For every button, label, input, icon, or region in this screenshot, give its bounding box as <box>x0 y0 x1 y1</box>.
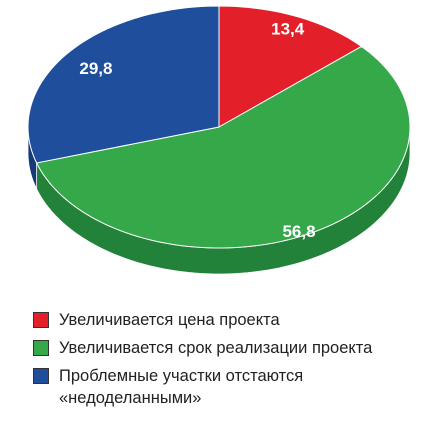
legend-item: Увеличивается срок реализации проекта <box>33 337 423 359</box>
data-label: 29,8 <box>79 59 112 78</box>
data-label: 13,4 <box>271 19 305 38</box>
slice <box>218 5 363 128</box>
legend-label: Увеличивается цена проекта <box>59 311 280 329</box>
legend-label: Проблемные участки отстаются «недоделанн… <box>59 367 304 407</box>
legend: Увеличивается цена проекта Увеличивается … <box>33 309 423 415</box>
slice <box>27 5 220 164</box>
data-label: 56,8 <box>282 222 315 241</box>
legend-swatch <box>33 368 49 384</box>
chart: 13,4 56,8 29,8 <box>27 5 411 275</box>
legend-swatch <box>33 340 49 356</box>
legend-item: Проблемные участки отстаются «недоделанн… <box>33 365 423 409</box>
legend-swatch <box>33 312 49 328</box>
slice <box>35 45 411 249</box>
legend-item: Увеличивается цена проекта <box>33 309 423 331</box>
legend-label: Увеличивается срок реализации проекта <box>59 339 373 357</box>
